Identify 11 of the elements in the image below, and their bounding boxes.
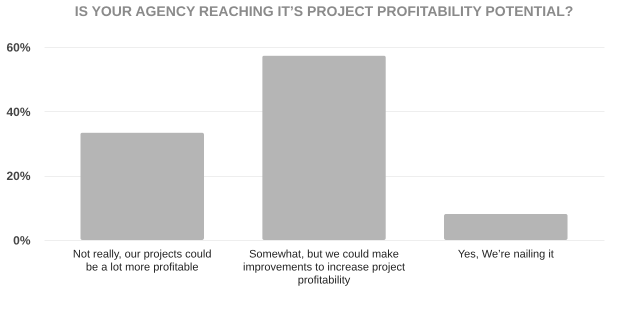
bar bbox=[262, 56, 386, 240]
y-tick-label: 40% bbox=[6, 104, 31, 119]
y-tick-label: 20% bbox=[6, 169, 31, 184]
x-tick-label: Not really, our projects could be a lot more profitable bbox=[72, 248, 212, 274]
y-tick-label: 0% bbox=[13, 234, 31, 248]
x-tick-label: Somewhat, but we could make improvements to increase project profitability bbox=[242, 248, 406, 286]
bar bbox=[80, 132, 204, 240]
y-tick-label: 60% bbox=[6, 40, 31, 54]
x-tick-label: Yes, We’re nailing it bbox=[458, 248, 554, 260]
chart-title: IS YOUR AGENCY REACHING IT’S PROJECT PROFITABILITY POTENTIAL? bbox=[74, 3, 574, 19]
bar bbox=[444, 214, 568, 240]
